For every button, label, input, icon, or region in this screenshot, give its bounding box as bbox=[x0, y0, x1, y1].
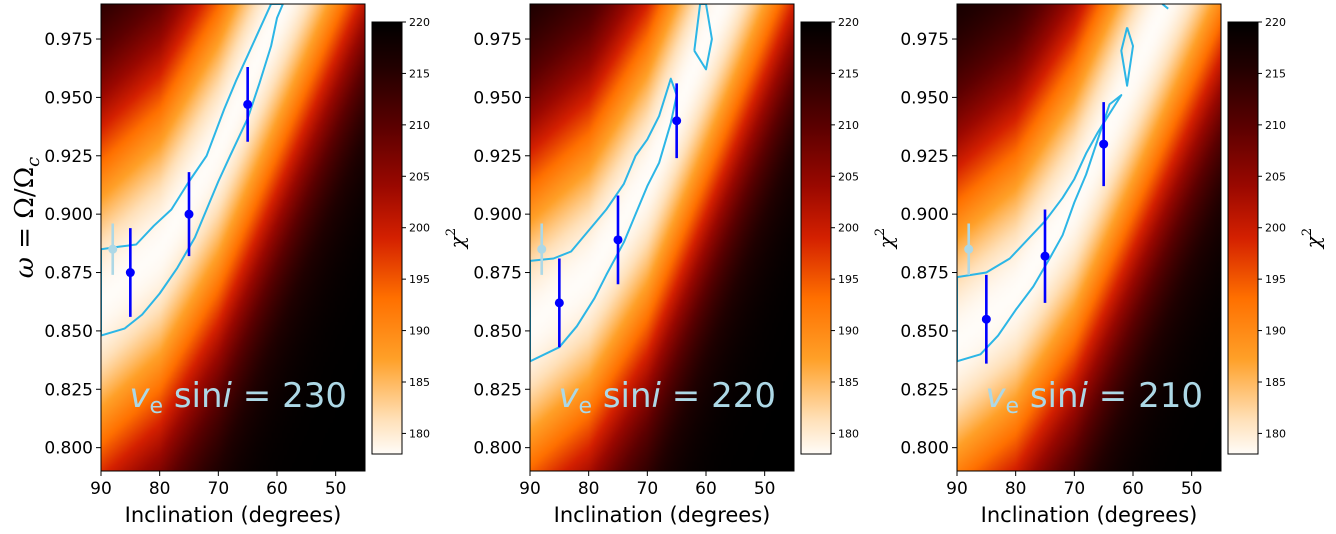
colorbar-tick-label: 180 bbox=[838, 427, 859, 440]
x-tick-label: 80 bbox=[578, 479, 600, 499]
data-point bbox=[108, 245, 117, 254]
data-point bbox=[243, 100, 252, 109]
y-tick-label: 0.950 bbox=[473, 88, 522, 108]
y-tick-label: 0.825 bbox=[44, 380, 93, 400]
y-tick-label: 0.800 bbox=[900, 439, 949, 459]
colorbar-tick-label: 210 bbox=[838, 119, 859, 132]
y-tick-label: 0.925 bbox=[44, 147, 93, 167]
data-point bbox=[185, 210, 194, 219]
y-tick-label: 0.850 bbox=[900, 322, 949, 342]
colorbar bbox=[372, 22, 402, 454]
x-tick-label: 60 bbox=[266, 479, 288, 499]
y-tick-label: 0.875 bbox=[44, 264, 93, 284]
colorbar-tick-label: 180 bbox=[409, 427, 430, 440]
data-point bbox=[537, 245, 546, 254]
data-point bbox=[126, 268, 135, 277]
colorbar-tick-label: 190 bbox=[838, 325, 859, 338]
colorbar-tick-label: 200 bbox=[1265, 222, 1286, 235]
colorbar-tick-label: 220 bbox=[1265, 16, 1286, 29]
colorbar-tick-label: 200 bbox=[838, 222, 859, 235]
x-tick-label: 70 bbox=[208, 479, 230, 499]
y-tick-label: 0.950 bbox=[900, 88, 949, 108]
colorbar-tick-label: 210 bbox=[1265, 119, 1286, 132]
colorbar bbox=[801, 22, 831, 454]
y-tick-label: 0.850 bbox=[44, 322, 93, 342]
colorbar-label: χ2 bbox=[444, 228, 469, 250]
colorbar-tick-label: 195 bbox=[1265, 273, 1286, 286]
x-axis-label: Inclination (degrees) bbox=[981, 503, 1198, 527]
y-tick-label: 0.800 bbox=[44, 439, 93, 459]
colorbar-tick-label: 215 bbox=[409, 67, 430, 80]
data-point bbox=[555, 298, 564, 307]
panel-2: ve sini = 220 90 80 70 60 50 0.800 0.825 0.850 0.… bbox=[473, 4, 898, 527]
y-tick-label: 0.875 bbox=[900, 264, 949, 284]
y-tick-label: 0.925 bbox=[900, 147, 949, 167]
x-tick-label: 70 bbox=[637, 479, 659, 499]
y-tick-label: 0.975 bbox=[900, 30, 949, 50]
y-tick-label: 0.850 bbox=[473, 322, 522, 342]
y-tick-label: 0.975 bbox=[44, 30, 93, 50]
colorbar-tick-label: 185 bbox=[1265, 376, 1286, 389]
data-point bbox=[1041, 252, 1050, 261]
x-tick-label: 90 bbox=[519, 479, 541, 499]
y-tick-label: 0.825 bbox=[473, 380, 522, 400]
data-point bbox=[982, 315, 991, 324]
colorbar-tick-label: 185 bbox=[409, 376, 430, 389]
data-point bbox=[614, 235, 623, 244]
y-tick-label: 0.800 bbox=[473, 439, 522, 459]
y-tick-label: 0.975 bbox=[473, 30, 522, 50]
colorbar-tick-label: 200 bbox=[409, 222, 430, 235]
colorbar-tick-label: 220 bbox=[409, 16, 430, 29]
y-axis-label: ω = Ω/Ωc bbox=[10, 157, 44, 278]
y-tick-label: 0.825 bbox=[900, 380, 949, 400]
colorbar-label: χ2 bbox=[1300, 228, 1325, 250]
data-point bbox=[672, 116, 681, 125]
x-tick-label: 80 bbox=[149, 479, 171, 499]
y-tick-label: 0.900 bbox=[900, 205, 949, 225]
colorbar-tick-label: 205 bbox=[838, 170, 859, 183]
x-tick-label: 60 bbox=[695, 479, 717, 499]
colorbar-tick-label: 195 bbox=[838, 273, 859, 286]
panel-1: ve sini = 230 90 80 70 60 50 0.800 0.825 0.850 0.… bbox=[10, 4, 469, 527]
colorbar-tick-label: 210 bbox=[409, 119, 430, 132]
x-tick-label: 50 bbox=[325, 479, 347, 499]
colorbar-tick-label: 220 bbox=[838, 16, 859, 29]
y-tick-label: 0.925 bbox=[473, 147, 522, 167]
x-tick-label: 50 bbox=[754, 479, 776, 499]
x-tick-label: 80 bbox=[1005, 479, 1027, 499]
colorbar-tick-label: 215 bbox=[1265, 67, 1286, 80]
colorbar-tick-label: 180 bbox=[1265, 427, 1286, 440]
data-point bbox=[1099, 140, 1108, 149]
colorbar-tick-label: 215 bbox=[838, 67, 859, 80]
x-axis-label: Inclination (degrees) bbox=[125, 503, 342, 527]
colorbar-label: χ2 bbox=[873, 228, 898, 250]
x-axis-label: Inclination (degrees) bbox=[554, 503, 771, 527]
colorbar-tick-label: 190 bbox=[1265, 325, 1286, 338]
colorbar-tick-label: 185 bbox=[838, 376, 859, 389]
data-point bbox=[964, 245, 973, 254]
colorbar-tick-label: 190 bbox=[409, 325, 430, 338]
y-tick-label: 0.950 bbox=[44, 88, 93, 108]
colorbar-tick-label: 195 bbox=[409, 273, 430, 286]
y-tick-label: 0.900 bbox=[473, 205, 522, 225]
colorbar-tick-label: 205 bbox=[1265, 170, 1286, 183]
x-tick-label: 90 bbox=[946, 479, 968, 499]
panel-3: ve sini = 210 90 80 70 60 50 0.800 0.825 0.850 0.… bbox=[900, 4, 1325, 527]
y-tick-label: 0.900 bbox=[44, 205, 93, 225]
x-tick-label: 70 bbox=[1064, 479, 1086, 499]
colorbar-tick-label: 205 bbox=[409, 170, 430, 183]
x-tick-label: 60 bbox=[1122, 479, 1144, 499]
colorbar bbox=[1228, 22, 1258, 454]
x-tick-label: 50 bbox=[1181, 479, 1203, 499]
y-tick-label: 0.875 bbox=[473, 264, 522, 284]
x-tick-label: 90 bbox=[90, 479, 112, 499]
